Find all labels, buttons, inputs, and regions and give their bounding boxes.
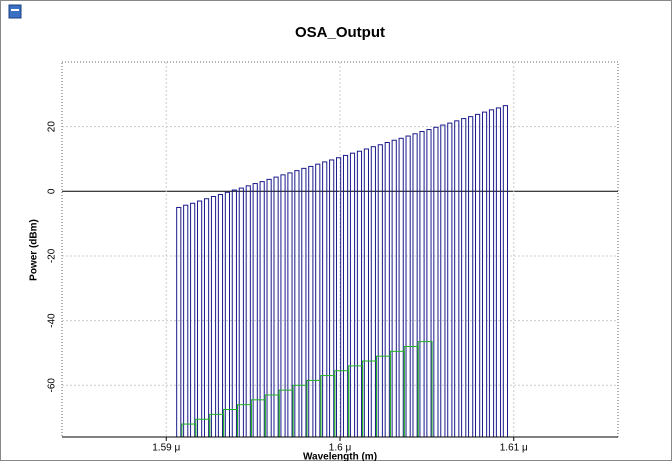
y-tick-label: 0 [47,188,58,194]
channel-bar [197,200,203,437]
y-tick-label: -60 [47,378,58,393]
channel-bar [301,167,307,437]
channel-bar [190,202,196,437]
channel-bar [370,146,376,437]
channel-bar [377,144,383,437]
channel-bar [461,118,467,437]
channel-bar [488,109,495,437]
channel-bar [294,170,300,437]
x-axis-label: Wavelength (m) [303,452,377,461]
channel-bar [315,163,321,437]
y-tick-label: -20 [47,248,58,263]
channel-bar [224,191,230,437]
channel-bar [356,150,363,437]
channel-bar [259,181,265,437]
channel-bar [502,105,508,437]
channel-bar [217,194,224,437]
noise-step [417,341,433,437]
channel-bar [433,126,439,437]
channel-bar [419,131,425,437]
channel-bar [203,198,210,437]
channel-bar [245,185,251,437]
channel-bar [322,161,328,437]
plot-marks [176,105,508,437]
channel-bar [447,122,453,437]
y-tick-label: -40 [47,313,58,328]
channel-bar [454,120,460,437]
chart-title: OSA_Output [295,24,385,41]
channel-bar [475,113,481,437]
channel-bar [405,135,411,437]
channel-bar [349,152,356,437]
channel-bar [238,187,244,437]
channel-bar [384,141,390,437]
channel-bar [329,159,335,437]
channel-bar [273,176,279,437]
grid [62,62,618,437]
channel-bar [308,165,314,437]
channel-bar [183,204,189,437]
channel-bar [426,129,432,437]
channel-bar [280,174,286,437]
channel-bar [398,137,404,437]
channel-bar [336,157,342,437]
y-axis-label: Power (dBm) [29,219,40,281]
channel-bar [210,195,217,437]
x-tick-label: 1.61 μ [500,443,528,454]
x-tick-label: 1.59 μ [152,443,180,454]
channel-bar [231,189,237,437]
channel-bar [440,124,446,437]
channel-bar [481,111,488,437]
channel-bar [266,178,272,437]
channel-bar [252,183,258,437]
channel-bar [495,107,502,437]
y-tick-label: 20 [47,121,58,133]
channel-bar [468,116,474,437]
window-icon-detail [11,9,19,11]
channel-bar [391,139,397,437]
x-tick-label: 1.6 μ [329,443,352,454]
channel-bar [176,206,182,437]
channel-bar [363,148,369,437]
window-icon [8,4,22,19]
channel-bar [342,154,349,437]
channel-bar [287,172,293,437]
channel-bar [412,133,418,437]
